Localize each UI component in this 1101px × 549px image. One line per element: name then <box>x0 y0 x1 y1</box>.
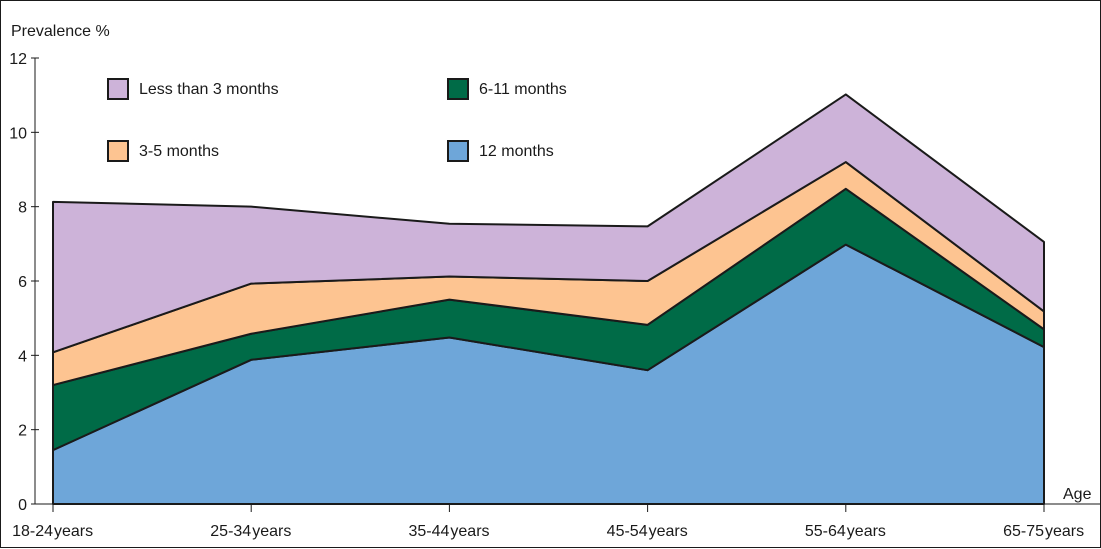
legend-label: Less than 3 months <box>139 81 279 98</box>
area-series-group <box>52 93 1045 505</box>
legend-swatch <box>107 78 129 100</box>
legend-swatch <box>447 140 469 162</box>
y-tick-label: 12 <box>9 51 27 68</box>
x-tick-label-suffix: years <box>649 523 688 540</box>
y-tick-label: 8 <box>18 200 27 217</box>
x-tick-label: 25-34 <box>210 523 251 540</box>
y-tick-label: 4 <box>18 348 27 365</box>
x-tick-label-suffix: years <box>252 523 291 540</box>
x-tick-label: 35-44 <box>408 523 449 540</box>
y-tick-label: 10 <box>9 125 27 142</box>
legend-swatch <box>107 140 129 162</box>
x-tick-label: 45-54 <box>607 523 648 540</box>
y-tick-label: 2 <box>18 423 27 440</box>
y-tick-label: 0 <box>18 497 27 514</box>
legend-swatch <box>447 78 469 100</box>
x-tick-label: 65-75 <box>1003 523 1044 540</box>
area-less-than-3-months <box>52 93 1045 354</box>
x-tick-label: 18-24 <box>12 523 53 540</box>
x-tick-label-suffix: years <box>54 523 93 540</box>
y-axis-title: Prevalence % <box>11 23 110 40</box>
legend-label: 3-5 months <box>139 143 219 160</box>
x-tick-label-suffix: years <box>847 523 886 540</box>
x-tick-label-suffix: years <box>450 523 489 540</box>
legend: Less than 3 months 6-11 months 3-5 months 1… <box>107 78 567 162</box>
legend-label: 6-11 months <box>479 81 567 98</box>
x-tick-label-suffix: years <box>1045 523 1084 540</box>
legend-label: 12 months <box>479 143 554 160</box>
y-tick-label: 6 <box>18 274 27 291</box>
x-tick-label: 55-64 <box>805 523 846 540</box>
x-axis-title: Age <box>1063 486 1092 503</box>
